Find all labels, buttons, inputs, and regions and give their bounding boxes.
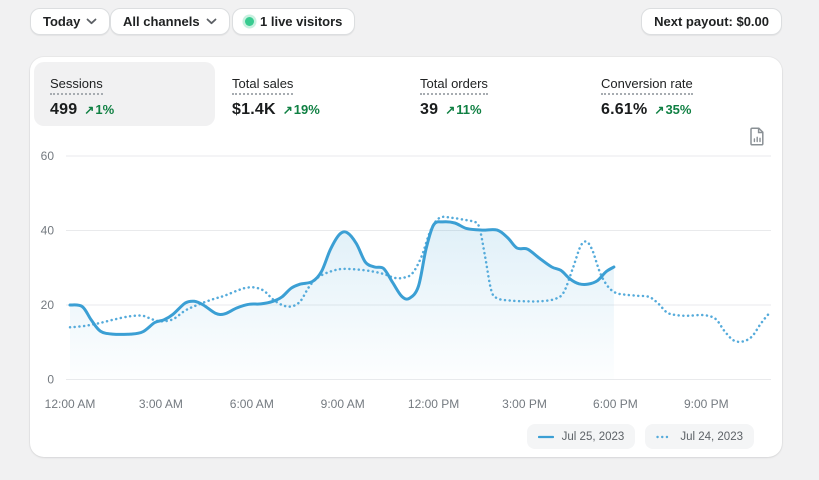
metric-label: Conversion rate xyxy=(601,76,693,95)
channels-filter-button[interactable]: All channels xyxy=(110,8,230,35)
legend-item-jul-25[interactable]: Jul 25, 2023 xyxy=(526,424,636,449)
x-axis-tick: 9:00 AM xyxy=(321,397,365,411)
chart-legend: Jul 25, 2023 Jul 24, 2023 xyxy=(526,424,754,449)
metric-delta: ↗35% xyxy=(654,102,692,117)
metric-tab-total-orders[interactable]: Total orders 39 ↗11% xyxy=(404,62,504,126)
y-axis-tick: 60 xyxy=(41,149,55,163)
metric-tab-total-sales[interactable]: Total sales $1.4K ↗19% xyxy=(216,62,336,126)
report-file-icon xyxy=(749,126,764,146)
series-area-fill xyxy=(70,221,614,380)
chevron-down-icon xyxy=(86,18,97,25)
analytics-card: Sessions 499 ↗1% Total sales $1.4K ↗19% … xyxy=(30,57,782,457)
live-dot-icon xyxy=(245,17,254,26)
legend-item-jul-24[interactable]: Jul 24, 2023 xyxy=(645,424,754,449)
dotted-line-icon xyxy=(656,435,673,438)
solid-line-icon xyxy=(537,435,554,438)
trend-up-icon: ↗ xyxy=(84,103,95,117)
metric-value: 39 xyxy=(420,101,439,118)
trend-up-icon: ↗ xyxy=(654,103,665,117)
channels-label: All channels xyxy=(123,14,200,29)
series-line-jul-24-2023 xyxy=(68,215,773,344)
next-payout-button[interactable]: Next payout: $0.00 xyxy=(641,8,782,35)
trend-up-icon: ↗ xyxy=(445,103,456,117)
date-range-button[interactable]: Today xyxy=(30,8,111,35)
legend-label: Jul 24, 2023 xyxy=(680,430,743,443)
chevron-down-icon xyxy=(206,18,216,25)
metric-label: Total orders xyxy=(420,76,488,95)
sessions-line-chart: 0 20 40 60 12:00 AM 3:00 AM 6:00 AM 9:00 AM 12:0… xyxy=(41,149,773,411)
metric-tab-conversion-rate[interactable]: Conversion rate 6.61% ↗35% xyxy=(585,62,709,126)
x-axis-tick: 12:00 AM xyxy=(45,397,96,411)
x-axis-tick: 3:00 AM xyxy=(139,397,183,411)
date-range-label: Today xyxy=(43,14,81,29)
top-toolbar: Today All channels 1 live visitors Next … xyxy=(0,0,819,46)
y-axis-tick: 0 xyxy=(47,373,54,387)
metric-value: 6.61% xyxy=(601,101,648,118)
legend-label: Jul 25, 2023 xyxy=(561,430,625,443)
metric-tab-sessions[interactable]: Sessions 499 ↗1% xyxy=(34,62,215,126)
x-axis-tick: 12:00 PM xyxy=(408,397,459,411)
next-payout-label: Next payout: $0.00 xyxy=(654,14,769,29)
view-report-button[interactable] xyxy=(746,125,768,147)
y-axis-tick: 20 xyxy=(41,298,55,312)
y-axis-tick: 40 xyxy=(41,224,55,238)
metric-value: $1.4K xyxy=(232,101,276,118)
metric-label: Sessions xyxy=(50,76,103,95)
live-visitors-label: 1 live visitors xyxy=(260,14,343,29)
x-axis-tick: 3:00 PM xyxy=(502,397,547,411)
metric-value: 499 xyxy=(50,101,78,118)
x-axis-tick: 9:00 PM xyxy=(684,397,729,411)
series-line-jul-25-2023 xyxy=(68,220,616,336)
x-axis-tick: 6:00 AM xyxy=(230,397,274,411)
x-axis-tick: 6:00 PM xyxy=(593,397,638,411)
trend-up-icon: ↗ xyxy=(282,103,293,117)
metric-delta: ↗1% xyxy=(84,102,115,117)
metric-delta: ↗11% xyxy=(445,102,482,117)
metric-label: Total sales xyxy=(232,76,294,95)
metric-delta: ↗19% xyxy=(282,102,320,117)
live-visitors-badge[interactable]: 1 live visitors xyxy=(232,8,356,35)
